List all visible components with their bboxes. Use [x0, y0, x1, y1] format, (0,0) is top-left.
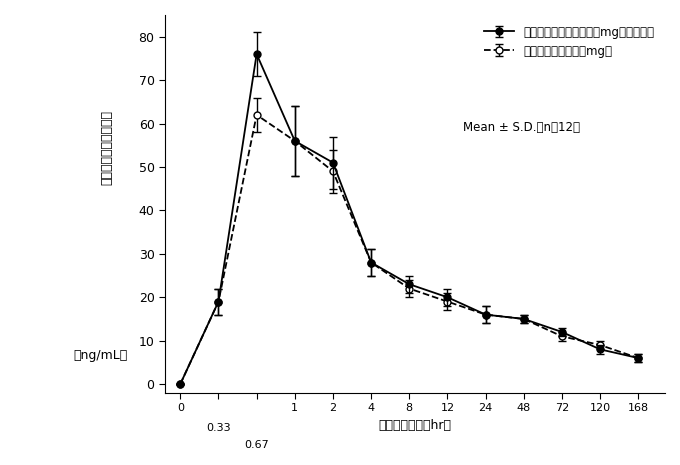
Text: 0.33: 0.33	[206, 423, 231, 433]
X-axis label: 投与後の時間（hr）: 投与後の時間（hr）	[379, 419, 452, 432]
Text: Mean ± S.D.（n＝12）: Mean ± S.D.（n＝12）	[462, 121, 579, 134]
Legend: ロフラゼプ酸エチル錢１mg「サワイ」, 標準製剤（錢剤、１mg）: ロフラゼプ酸エチル錢１mg「サワイ」, 標準製剤（錢剤、１mg）	[479, 21, 659, 62]
Text: 0.67: 0.67	[244, 440, 269, 450]
Text: 血漿中活性代謝物濃度: 血漿中活性代謝物濃度	[100, 110, 113, 185]
Text: （ng/mL）: （ng/mL）	[73, 348, 127, 361]
